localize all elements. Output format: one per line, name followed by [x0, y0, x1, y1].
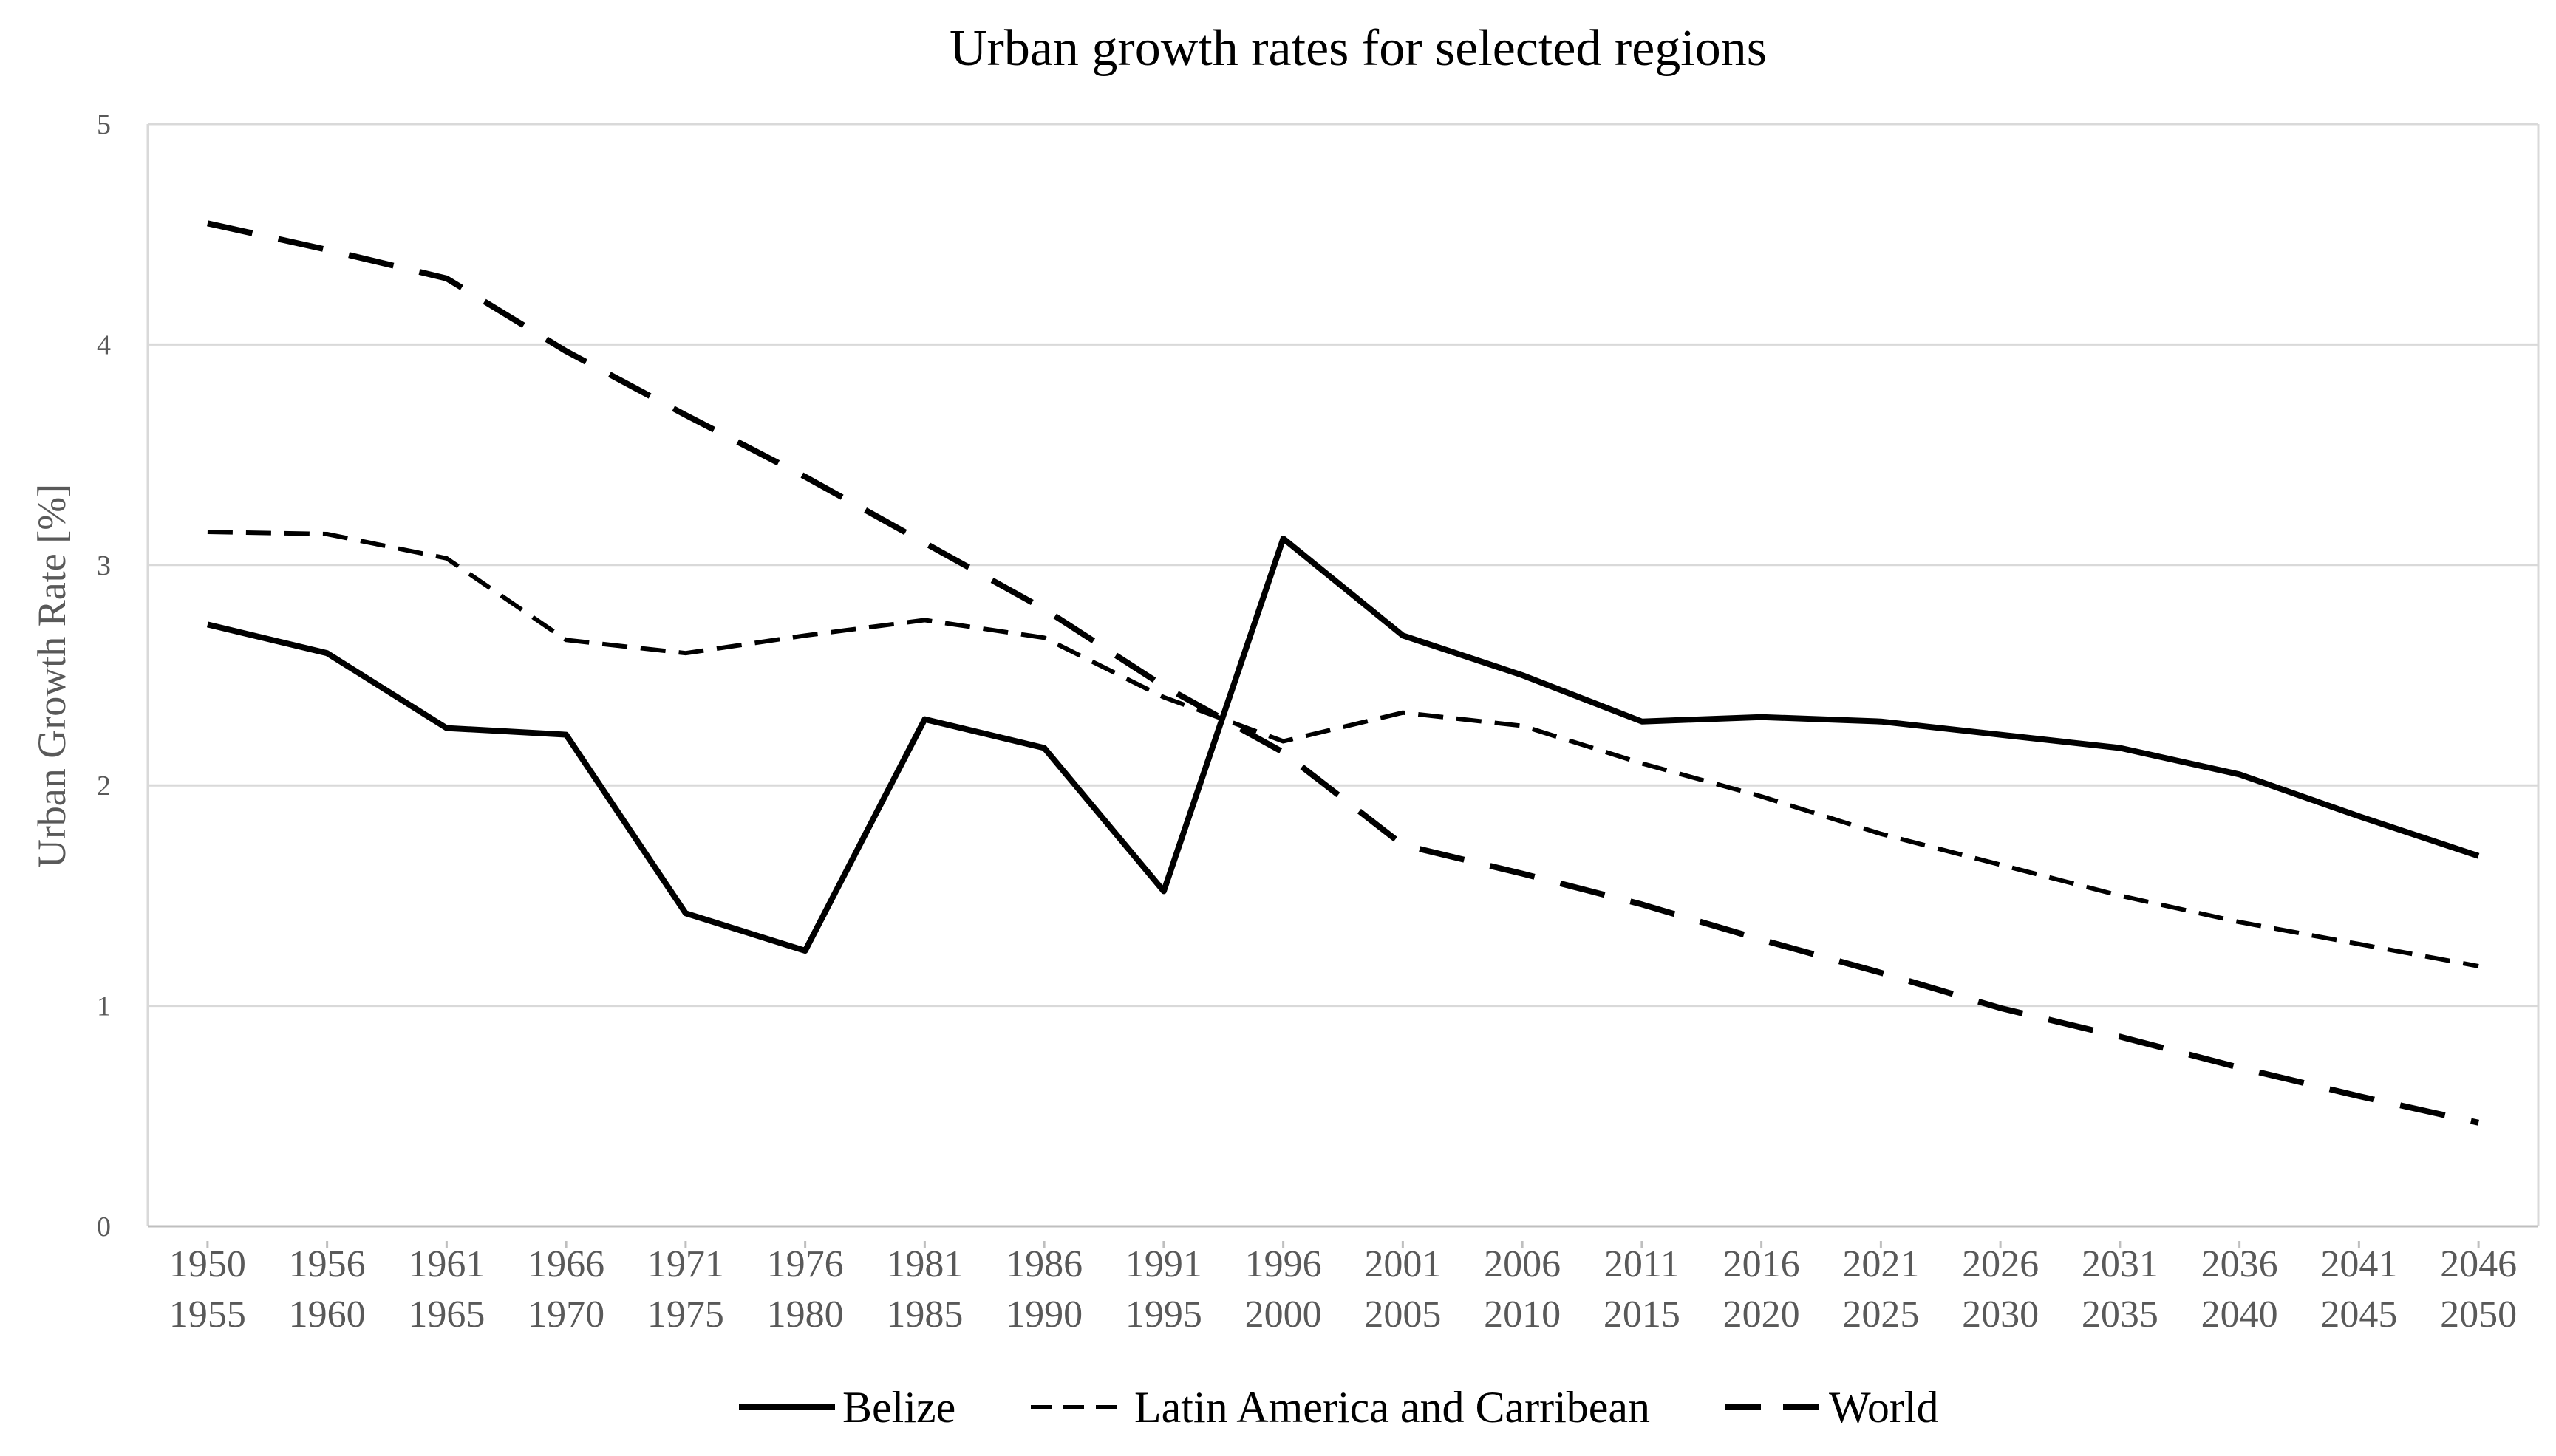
x-tick-label-start: 1991: [1125, 1243, 1202, 1285]
x-tick-label-end: 2025: [1842, 1293, 1919, 1336]
y-tick-label: 1: [97, 991, 111, 1022]
x-tick-label-start: 1976: [767, 1243, 844, 1285]
x-tick-labels: 1950 1955 1956 1960 1961 1965 1966 1970 1971 1975…: [169, 1241, 2517, 1336]
x-tick-label-end: 2010: [1484, 1293, 1561, 1336]
x-tick-label-end: 1980: [767, 1293, 844, 1336]
x-tick-label-end: 1960: [289, 1293, 366, 1336]
x-tick-label-end: 1965: [408, 1293, 485, 1336]
x-tick-label-start: 2011: [1604, 1243, 1680, 1285]
x-tick-label-start: 1950: [169, 1243, 246, 1285]
legend-label: World: [1829, 1383, 1938, 1432]
x-tick-label-end: 2015: [1604, 1293, 1680, 1336]
legend: Belize Latin America and Carribean World: [739, 1383, 1938, 1432]
x-tick-label-end: 1990: [1006, 1293, 1083, 1336]
legend-label: Belize: [842, 1383, 955, 1432]
x-tick-label-end: 2020: [1723, 1293, 1800, 1336]
x-tick-label-start: 1996: [1245, 1243, 1322, 1285]
series-line-latin-america-and-carribean: [207, 530, 2479, 968]
x-tick-label-end: 1970: [528, 1293, 604, 1336]
x-tick-label-start: 2036: [2201, 1243, 2278, 1285]
x-tick-label-end: 2035: [2082, 1293, 2158, 1336]
x-tick-label-end: 2005: [1364, 1293, 1441, 1336]
chart-title: Urban growth rates for selected regions: [950, 20, 1767, 77]
series-lines: [206, 220, 2480, 1126]
grid-lines: [146, 123, 2540, 1226]
x-tick-label-start: 1971: [647, 1243, 724, 1285]
y-tick-labels: 0 1 2 3 4 5: [97, 109, 111, 1243]
x-tick-label-start: 2001: [1364, 1243, 1441, 1285]
x-tick-label-start: 1966: [528, 1243, 604, 1285]
y-axis-title: Urban Growth Rate [%]: [30, 484, 74, 868]
y-tick-label: 3: [97, 550, 111, 581]
x-tick-label-end: 2045: [2320, 1293, 2397, 1336]
y-tick-label: 4: [97, 329, 111, 360]
x-tick-label-start: 2031: [2082, 1243, 2158, 1285]
x-tick-label-end: 2050: [2440, 1293, 2517, 1336]
series-line-belize: [206, 536, 2480, 954]
x-tick-label-end: 1985: [886, 1293, 963, 1336]
x-tick-label-start: 2026: [1962, 1243, 2039, 1285]
x-tick-label-start: 2006: [1484, 1243, 1561, 1285]
x-tick-label-end: 1955: [169, 1293, 246, 1336]
x-tick-label-end: 2040: [2201, 1293, 2278, 1336]
x-tick-label-end: 1995: [1125, 1293, 1202, 1336]
x-tick-label-start: 1986: [1006, 1243, 1083, 1285]
x-tick-label-end: 2030: [1962, 1293, 2039, 1336]
series-line-world: [207, 220, 2479, 1126]
x-tick-label-start: 2041: [2320, 1243, 2397, 1285]
x-tick-label-end: 2000: [1245, 1293, 1322, 1336]
x-tick-label-start: 1981: [886, 1243, 963, 1285]
y-tick-label: 5: [97, 109, 111, 140]
y-tick-label: 0: [97, 1211, 111, 1243]
x-tick-label-start: 2021: [1842, 1243, 1919, 1285]
x-tick-label-start: 1961: [408, 1243, 485, 1285]
x-tick-label-end: 1975: [647, 1293, 724, 1336]
x-tick-label-start: 1956: [289, 1243, 366, 1285]
legend-label: Latin America and Carribean: [1134, 1383, 1650, 1432]
x-tick-label-start: 2016: [1723, 1243, 1800, 1285]
x-tick-label-start: 2046: [2440, 1243, 2517, 1285]
y-tick-label: 2: [97, 770, 111, 802]
